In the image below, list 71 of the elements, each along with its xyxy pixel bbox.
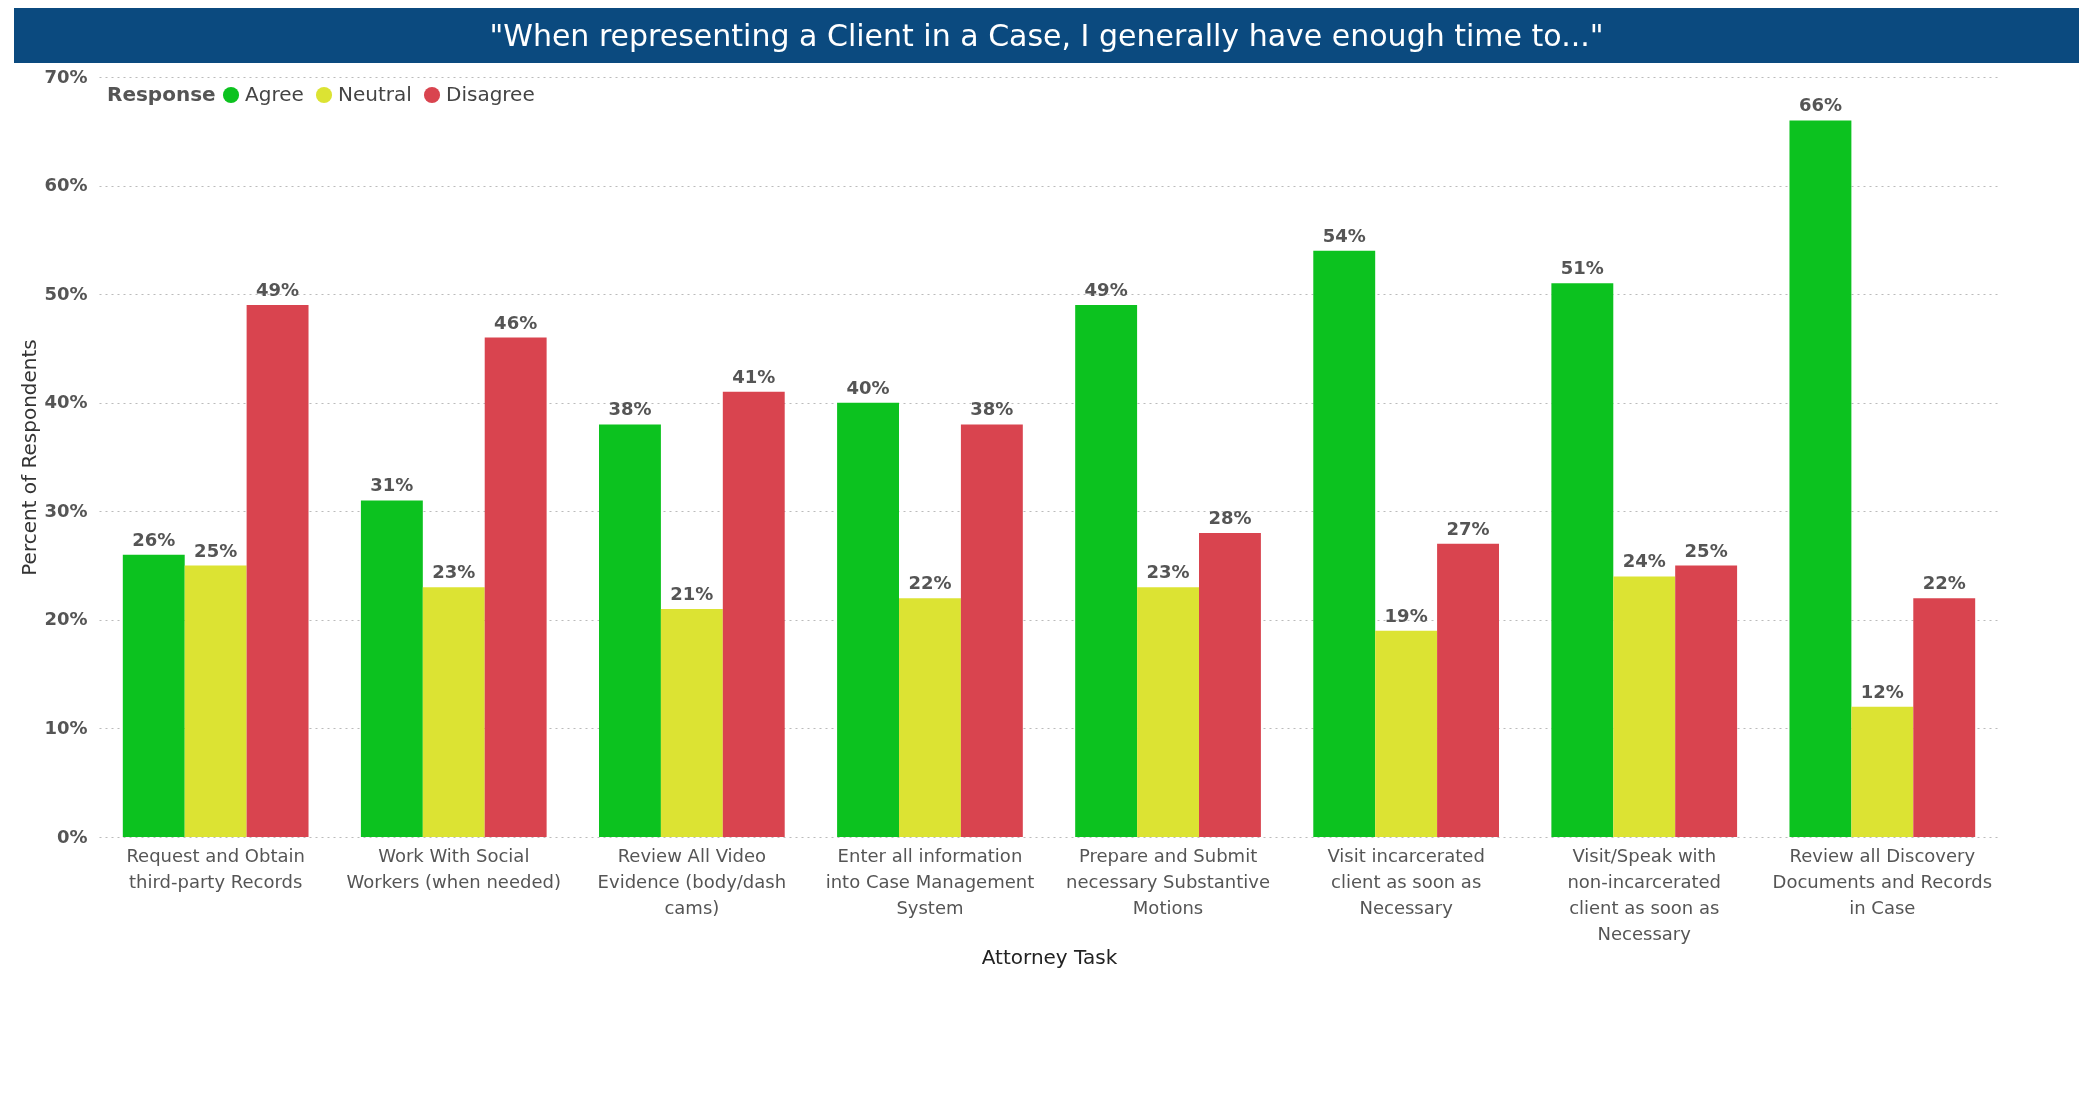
bar xyxy=(837,402,899,837)
data-label: 22% xyxy=(908,572,952,594)
x-tick-label: Review all Discovery Documents and Records in Case xyxy=(1772,844,1993,918)
data-label: 31% xyxy=(370,474,414,496)
data-label: 66% xyxy=(1798,94,1842,116)
data-label: 25% xyxy=(194,539,238,561)
bar xyxy=(1675,565,1738,837)
data-label: 41% xyxy=(732,365,776,387)
bar xyxy=(1789,120,1852,837)
y-tick-label: 10% xyxy=(44,716,88,738)
bar xyxy=(660,609,723,837)
bar xyxy=(1613,576,1676,837)
legend-label: Agree xyxy=(245,82,304,106)
bar xyxy=(599,424,661,837)
bar xyxy=(360,500,423,837)
bar xyxy=(1313,250,1376,837)
data-label: 54% xyxy=(1322,224,1366,246)
bar xyxy=(1375,630,1438,837)
bar xyxy=(122,554,185,837)
y-tick-label: 50% xyxy=(44,282,88,304)
x-tick-label: Review All Video Evidence (body/dash cams) xyxy=(597,844,787,918)
data-label: 46% xyxy=(494,311,538,333)
bar xyxy=(1913,598,1976,837)
bar xyxy=(722,391,785,837)
y-tick-label: 40% xyxy=(44,391,88,413)
x-tick-label: Enter all information into Case Management System xyxy=(825,844,1035,918)
data-label: 49% xyxy=(1084,279,1128,300)
legend-title: Response xyxy=(107,82,216,106)
data-label: 51% xyxy=(1560,257,1604,279)
legend-label: Disagree xyxy=(446,82,535,106)
data-label: 26% xyxy=(132,528,176,550)
bar xyxy=(1437,543,1499,837)
x-axis-title: Attorney Task xyxy=(981,944,1118,969)
x-tick-label: Visit incarcerated client as soon as Necessary xyxy=(1327,844,1485,918)
x-tick-label: Request and Obtain third-party Records xyxy=(126,844,305,892)
data-label: 38% xyxy=(970,398,1014,420)
data-label: 28% xyxy=(1208,507,1252,528)
bar xyxy=(1137,587,1199,837)
data-label: 12% xyxy=(1860,680,1904,702)
x-tick-label: Prepare and Submit necessary Substantive Motions xyxy=(1066,844,1271,918)
bar xyxy=(960,424,1023,837)
data-label: 49% xyxy=(256,279,300,300)
legend-label: Neutral xyxy=(338,82,412,106)
bar xyxy=(422,587,485,837)
data-label: 22% xyxy=(1922,572,1966,594)
data-label: 21% xyxy=(670,583,714,604)
chart-title: "When representing a Client in a Case, I generally have enough time to..." xyxy=(14,8,2079,63)
data-label: 25% xyxy=(1684,539,1728,561)
bar xyxy=(1851,706,1914,837)
x-tick-label: Visit/Speak with non-incarcerated client as soon as Necessary xyxy=(1567,844,1722,944)
y-tick-label: 70% xyxy=(44,65,88,87)
data-label: 23% xyxy=(432,561,476,583)
y-tick-label: 30% xyxy=(44,499,88,521)
y-tick-label: 0% xyxy=(56,825,88,847)
bar xyxy=(484,337,547,837)
y-tick-label: 20% xyxy=(44,608,88,630)
y-tick-label: 60% xyxy=(44,174,88,196)
bar xyxy=(1199,533,1261,837)
data-label: 27% xyxy=(1446,517,1490,539)
bar xyxy=(1075,305,1138,837)
data-label: 23% xyxy=(1146,561,1190,583)
y-axis-title: Percent of Respondents xyxy=(17,339,42,576)
data-label: 38% xyxy=(608,398,652,420)
data-label: 40% xyxy=(846,376,890,398)
data-label: 19% xyxy=(1384,604,1428,626)
data-label: 24% xyxy=(1622,550,1666,572)
bar xyxy=(184,565,247,837)
bar xyxy=(246,305,309,837)
x-tick-label: Work With Social Workers (when needed) xyxy=(346,844,561,892)
bar xyxy=(899,598,961,837)
bar xyxy=(1551,283,1614,837)
